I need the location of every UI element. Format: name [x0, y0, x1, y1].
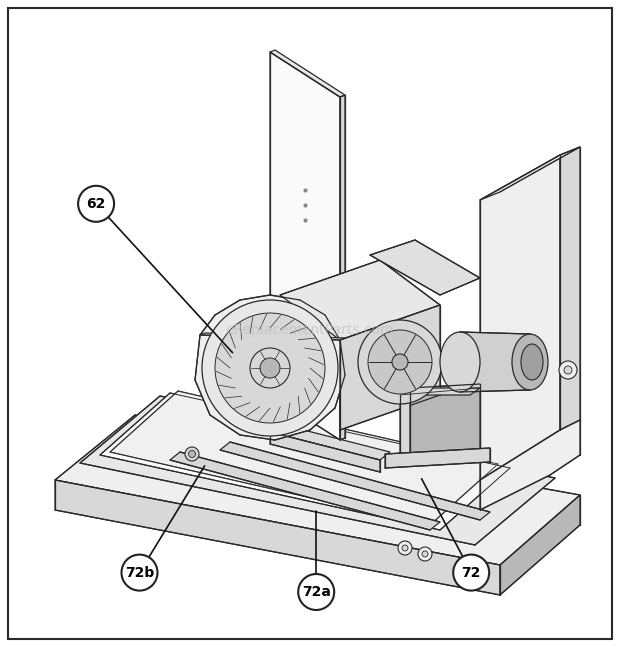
- Polygon shape: [220, 442, 490, 520]
- Circle shape: [368, 330, 432, 394]
- Text: eReplacementParts.com: eReplacementParts.com: [226, 323, 394, 337]
- Polygon shape: [385, 448, 490, 468]
- Polygon shape: [340, 95, 345, 440]
- Polygon shape: [200, 333, 345, 340]
- Polygon shape: [280, 260, 440, 340]
- Polygon shape: [500, 495, 580, 595]
- Text: 72a: 72a: [302, 585, 330, 599]
- Polygon shape: [480, 420, 580, 510]
- Polygon shape: [270, 52, 340, 440]
- Polygon shape: [270, 424, 390, 460]
- Polygon shape: [460, 332, 530, 392]
- Polygon shape: [270, 432, 380, 472]
- Polygon shape: [55, 415, 580, 565]
- Circle shape: [250, 348, 290, 388]
- Polygon shape: [400, 388, 410, 460]
- Circle shape: [453, 554, 489, 591]
- Text: 62: 62: [86, 197, 106, 211]
- Polygon shape: [480, 147, 580, 200]
- Circle shape: [260, 358, 280, 378]
- Polygon shape: [270, 50, 345, 97]
- Ellipse shape: [512, 334, 548, 390]
- Polygon shape: [400, 388, 480, 395]
- Polygon shape: [195, 295, 345, 440]
- Circle shape: [298, 574, 334, 610]
- Circle shape: [418, 547, 432, 561]
- Polygon shape: [170, 452, 440, 530]
- Polygon shape: [80, 396, 555, 545]
- Ellipse shape: [440, 332, 480, 392]
- Ellipse shape: [521, 344, 543, 380]
- Text: 72b: 72b: [125, 565, 154, 580]
- Polygon shape: [100, 393, 510, 530]
- Circle shape: [78, 186, 114, 222]
- Circle shape: [122, 554, 157, 591]
- Circle shape: [215, 313, 325, 423]
- Polygon shape: [110, 391, 498, 525]
- Polygon shape: [560, 147, 580, 430]
- Circle shape: [188, 450, 195, 457]
- Circle shape: [358, 320, 442, 404]
- Polygon shape: [480, 155, 560, 480]
- Circle shape: [185, 447, 199, 461]
- Circle shape: [392, 354, 408, 370]
- Circle shape: [422, 551, 428, 557]
- Text: 72: 72: [461, 565, 481, 580]
- Circle shape: [398, 541, 412, 555]
- Circle shape: [202, 300, 338, 436]
- Polygon shape: [370, 240, 480, 295]
- Circle shape: [402, 545, 408, 551]
- Polygon shape: [340, 305, 440, 430]
- Circle shape: [559, 361, 577, 379]
- Polygon shape: [410, 384, 480, 454]
- Circle shape: [564, 366, 572, 374]
- Polygon shape: [55, 480, 500, 595]
